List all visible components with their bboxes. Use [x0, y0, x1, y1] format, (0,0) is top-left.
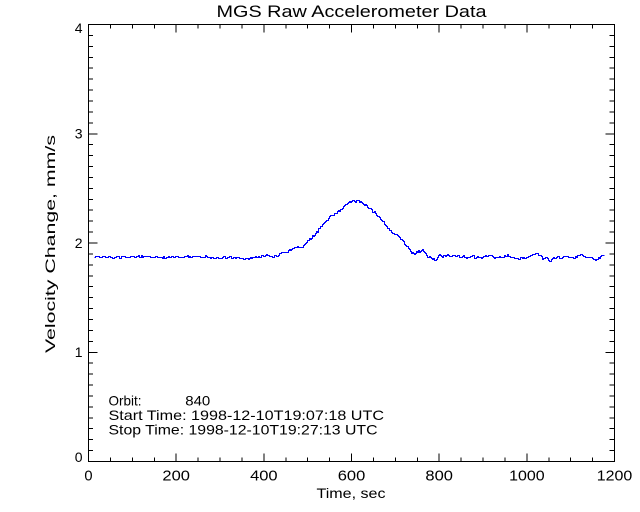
svg-text:800: 800	[425, 468, 453, 484]
svg-text:Stop Time: 1998-12-10T19:27:13: Stop Time: 1998-12-10T19:27:13 UTC	[109, 422, 378, 438]
svg-text:MGS Raw Accelerometer Data: MGS Raw Accelerometer Data	[217, 3, 488, 21]
svg-text:2: 2	[75, 235, 83, 251]
svg-text:0: 0	[75, 449, 83, 465]
svg-text:Orbit:: Orbit:	[109, 393, 142, 409]
svg-text:3: 3	[75, 126, 83, 142]
svg-text:Start Time: 1998-12-10T19:07:1: Start Time: 1998-12-10T19:07:18 UTC	[109, 407, 385, 423]
svg-text:840: 840	[185, 393, 210, 409]
svg-text:0: 0	[84, 468, 92, 484]
svg-text:1200: 1200	[597, 468, 633, 484]
svg-text:Time, sec: Time, sec	[317, 485, 386, 501]
svg-text:200: 200	[162, 468, 190, 484]
svg-text:400: 400	[250, 468, 278, 484]
svg-text:Velocity Change, mm/s: Velocity Change, mm/s	[42, 135, 58, 353]
svg-text:1: 1	[75, 344, 83, 360]
svg-text:1000: 1000	[509, 468, 545, 484]
svg-text:600: 600	[338, 468, 366, 484]
svg-text:4: 4	[75, 20, 83, 36]
